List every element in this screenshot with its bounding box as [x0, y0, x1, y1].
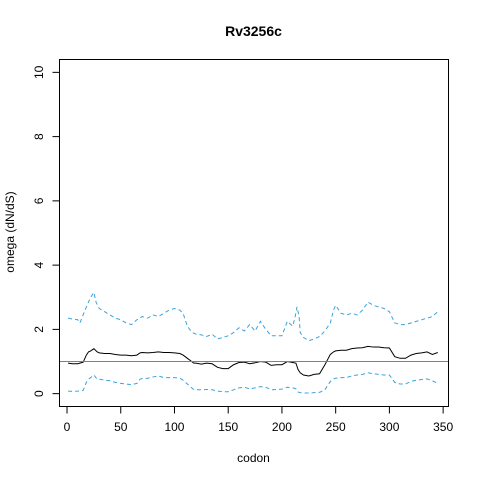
- y-tick-label: 4: [32, 261, 46, 268]
- x-tick-label: 100: [164, 420, 184, 434]
- y-axis: 0 2 4 6 8 10: [32, 65, 60, 397]
- series-line-1: [68, 345, 438, 377]
- x-tick-label: 300: [379, 420, 399, 434]
- y-tick-label: 8: [32, 133, 46, 140]
- x-tick-label: 350: [433, 420, 453, 434]
- y-tick-label: 2: [32, 326, 46, 333]
- x-tick-label: 200: [272, 420, 292, 434]
- y-tick-label: 6: [32, 197, 46, 204]
- y-tick-label: 0: [32, 390, 46, 397]
- x-axis-label: codon: [237, 451, 270, 465]
- plot-series: [59, 291, 449, 394]
- series-line-2: [67, 291, 439, 342]
- y-tick-label: 10: [32, 65, 46, 79]
- x-axis: 0 50 100 150 200 250 300 350: [64, 406, 453, 434]
- y-axis-label: omega (dN/dS): [3, 191, 17, 272]
- chart-title: Rv3256c: [225, 23, 282, 39]
- x-tick-label: 0: [64, 420, 71, 434]
- x-tick-label: 250: [326, 420, 346, 434]
- x-tick-label: 150: [218, 420, 238, 434]
- x-tick-label: 50: [114, 420, 128, 434]
- series-line-3: [68, 372, 438, 394]
